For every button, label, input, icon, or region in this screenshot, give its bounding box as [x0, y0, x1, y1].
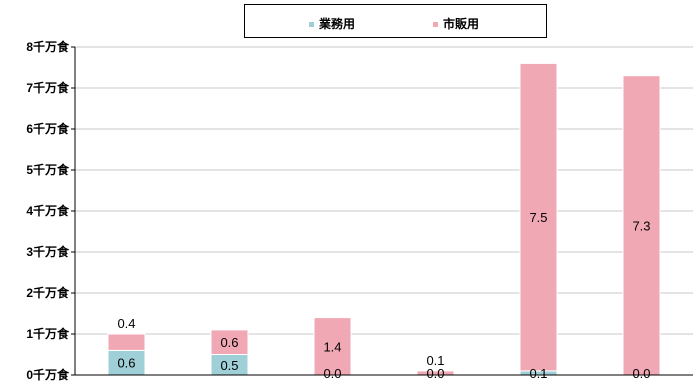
y-tick-label: 4千万食 — [26, 203, 70, 218]
legend-swatch-gyomu — [309, 22, 314, 28]
legend-item-gyomu: 業務用 — [309, 15, 355, 32]
data-label-gyomu: 0.6 — [117, 356, 135, 371]
data-label-shihan: 1.4 — [323, 339, 341, 354]
y-tick-label: 3千万食 — [26, 244, 70, 259]
legend-swatch-shihan — [433, 22, 438, 28]
y-tick-label: 7千万食 — [26, 80, 70, 95]
data-label-shihan: 0.6 — [220, 335, 238, 350]
bar-shihan — [519, 62, 558, 372]
data-labels: 0.60.40.50.60.01.40.00.10.17.50.07.3 — [117, 210, 650, 381]
legend-item-shihan: 市販用 — [433, 15, 479, 32]
data-label-gyomu: 0.0 — [426, 366, 444, 381]
y-tick-label: 1千万食 — [26, 326, 70, 341]
y-tick-label: 2千万食 — [26, 285, 70, 300]
data-label-gyomu: 0.5 — [220, 358, 238, 373]
data-label-gyomu: 0.0 — [323, 366, 341, 381]
bar-shihan — [210, 329, 249, 355]
data-label-shihan: 7.5 — [529, 210, 547, 225]
legend-label-gyomu: 業務用 — [319, 17, 356, 31]
data-label-shihan: 7.3 — [632, 218, 650, 233]
bar-shihan — [107, 333, 146, 351]
grid-lines — [75, 46, 693, 335]
bars — [107, 62, 661, 376]
y-axis-ticks: 0千万食 1千万食 2千万食 3千万食 4千万食 5千万食 6千万食 7千万食 8千万食 — [26, 39, 75, 382]
y-tick-label: 0千万食 — [26, 367, 70, 382]
legend-label-shihan: 市販用 — [443, 17, 480, 31]
y-tick-label: 5千万食 — [26, 162, 70, 177]
data-label-shihan: 0.4 — [117, 316, 135, 331]
y-tick-label: 6千万食 — [26, 121, 70, 136]
legend: 業務用 市販用 — [244, 4, 547, 38]
data-label-shihan: 0.1 — [426, 353, 444, 368]
data-label-gyomu: 0.1 — [529, 366, 547, 381]
data-label-gyomu: 0.0 — [632, 366, 650, 381]
y-tick-label: 8千万食 — [26, 39, 70, 54]
bar-shihan — [313, 317, 352, 376]
